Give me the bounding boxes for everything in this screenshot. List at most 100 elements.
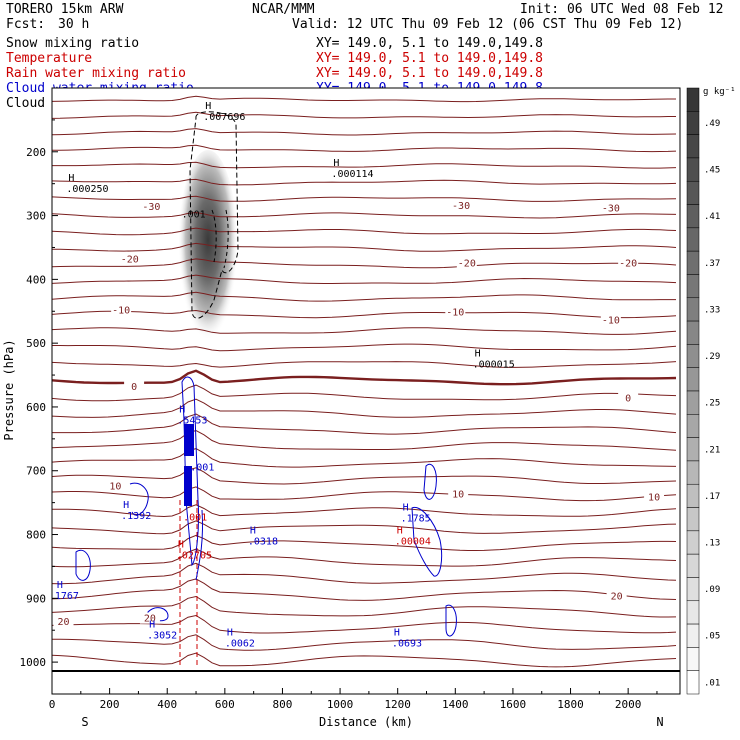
isotherm-label-bg [111, 304, 132, 316]
y-tick-label: 200 [26, 146, 46, 159]
isotherm-line [52, 195, 677, 202]
isotherm-label: -30 [142, 202, 160, 213]
maximum-value: .00004 [395, 537, 431, 548]
isotherm-label: 10 [452, 489, 464, 500]
isotherm-line [52, 258, 677, 269]
colorbar-swatch [686, 437, 700, 462]
x-tick-label: 1200 [384, 698, 411, 711]
isotherm-line [52, 634, 677, 651]
isotherm-label: -20 [619, 258, 637, 269]
legend-xy: XY= 149.0, 5.1 to 149.0,149.8 [316, 66, 543, 81]
legend-xy: XY= 149.0, 5.1 to 149.0,149.8 [316, 36, 543, 51]
isotherm-label: -10 [602, 316, 620, 327]
isotherm-label: 0 [625, 394, 631, 405]
maximum-value: .000250 [66, 184, 108, 195]
colorbar-swatch [686, 367, 700, 392]
colorbar-label: .49 [704, 119, 720, 129]
cloud-water-cell [75, 549, 91, 581]
colorbar-swatch [686, 390, 700, 415]
isotherm-line [52, 520, 677, 535]
isotherm-line [52, 614, 677, 634]
maximum-marker: H [227, 628, 233, 639]
colorbar-label: .41 [704, 212, 720, 222]
y-axis-label: Pressure (hPa) [2, 339, 16, 440]
maximum-marker: H [178, 540, 184, 551]
isotherm-zero [52, 369, 677, 386]
colorbar-swatch [686, 623, 700, 648]
isotherm-label: 20 [144, 614, 156, 625]
isotherm-label: -20 [121, 255, 139, 266]
colorbar-swatch [686, 111, 700, 135]
maximum-marker: H [475, 348, 481, 359]
colorbar-swatch [686, 483, 700, 508]
maximum-value: .007696 [203, 112, 245, 123]
colorbar-swatch [686, 414, 700, 438]
y-tick-label: 1000 [20, 656, 47, 669]
cloud-water-core [184, 466, 192, 506]
colorbar-swatch [686, 157, 700, 182]
isotherm-line [52, 128, 677, 136]
isotherm-line [52, 361, 677, 368]
colorbar-label: .05 [704, 632, 720, 642]
header: TORERO 15km ARW NCAR/MMM Init: 06 UTC We… [6, 2, 724, 32]
maximum-marker: H [149, 619, 155, 630]
cloud-water-cell [195, 509, 204, 581]
maximum-marker: H [179, 404, 185, 415]
colorbar-swatch [686, 344, 700, 368]
colorbar-swatch [686, 460, 700, 485]
isotherm-line [52, 413, 677, 435]
isotherm-label-bg [124, 381, 145, 393]
colorbar-swatch [686, 577, 700, 602]
maximum-marker: H [333, 158, 339, 169]
y-tick-label: 400 [26, 273, 46, 286]
maximum-marker: H [57, 580, 63, 591]
endpoint-south: S [81, 715, 88, 729]
colorbar-swatch [686, 87, 700, 112]
isotherm-line [52, 161, 677, 169]
isotherm-line [52, 562, 677, 585]
isotherm-line [52, 578, 677, 601]
isotherm-line [52, 448, 677, 468]
x-tick-label: 600 [215, 698, 235, 711]
isotherm-line [52, 274, 677, 284]
isotherm-label: 10 [109, 482, 121, 493]
colorbar-label: .29 [704, 352, 720, 362]
x-tick-label: 0 [49, 698, 56, 711]
colorbar-label: .45 [704, 166, 720, 176]
colorbar-swatch [686, 600, 700, 625]
isotherm-line [52, 242, 677, 252]
maximum-marker: H [394, 628, 400, 639]
isotherm-line [52, 467, 677, 485]
init-time: Init: 06 UTC Wed 08 Feb 12 [520, 2, 724, 17]
plot-frame [51, 87, 681, 695]
plot-area: -30 -30 -30 -20 -20 -20 -10 -10 -10 0 0 10 10 10 20 20 2… [51, 87, 681, 695]
isotherm-label: 10 [648, 492, 660, 503]
y-tick-label: 800 [26, 529, 46, 542]
y-tick-label: 500 [26, 337, 46, 350]
colorbar-label: .25 [704, 399, 720, 409]
y-tick-label: 600 [26, 401, 46, 414]
colorbar: .49 .45 .41 .37 .33 .29 .25 .21 .17 .13 .09 .05 .01 [686, 87, 720, 695]
endpoint-north: N [656, 715, 663, 729]
isotherm-line [52, 95, 676, 103]
maximum-value: .02705 [176, 551, 212, 562]
colorbar-swatch [686, 553, 700, 578]
x-tick-label: 200 [100, 698, 120, 711]
colorbar-swatch [686, 274, 700, 299]
isotherm-label-bg [606, 590, 627, 602]
model-title: TORERO 15km ARW [6, 2, 124, 17]
center-title: NCAR/MMM [252, 2, 315, 17]
maximum-value: .000114 [331, 169, 373, 180]
y-axis: 200 300 400 500 600 700 800 900 1000 [20, 119, 58, 669]
ice-contour [189, 111, 239, 319]
colorbar-label: .33 [704, 305, 720, 315]
x-axis: 0 200 400 600 800 1000 1200 1400 1600 1800 2000 [49, 688, 658, 711]
isotherm-line [52, 504, 677, 518]
colorbar-swatch [686, 647, 700, 671]
maximum-value: .0693 [392, 639, 422, 650]
isotherm-label-bg [600, 314, 621, 326]
isotherm-label-bg [600, 202, 621, 214]
maximum-value: .5453 [177, 415, 207, 426]
isotherm-label-bg [618, 392, 639, 404]
maximum-marker: H [250, 526, 256, 537]
